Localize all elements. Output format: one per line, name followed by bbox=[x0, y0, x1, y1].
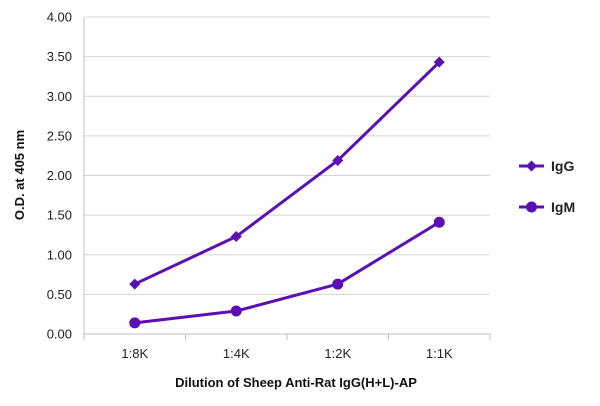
x-tick-label-0: 1:8K bbox=[121, 346, 148, 361]
y-tick-label-1: 0.50 bbox=[47, 287, 72, 302]
series-line-1 bbox=[133, 220, 441, 325]
y-tick-label-3: 1.50 bbox=[47, 208, 72, 223]
series bbox=[129, 56, 445, 329]
legend-item-1: IgM bbox=[519, 199, 575, 215]
data-point-1-1 bbox=[230, 305, 242, 317]
data-point-1-3 bbox=[433, 216, 445, 228]
data-point-0-3 bbox=[433, 56, 445, 68]
data-point-1-0 bbox=[129, 317, 141, 329]
data-point-0-1 bbox=[230, 231, 242, 243]
legend-label-1: IgM bbox=[551, 199, 575, 215]
legend: IgG IgM bbox=[519, 158, 575, 215]
legend-marker-0 bbox=[526, 160, 537, 172]
axes bbox=[83, 17, 491, 340]
data-point-0-0 bbox=[129, 278, 141, 290]
x-axis-title: Dilution of Sheep Anti-Rat IgG(H+L)-AP bbox=[175, 375, 417, 390]
legend-marker-1 bbox=[526, 201, 537, 213]
y-tick-label-2: 1.00 bbox=[47, 247, 72, 262]
x-tick-label-2: 1:2K bbox=[324, 346, 351, 361]
y-tick-label-5: 2.50 bbox=[47, 128, 72, 143]
data-point-0-2 bbox=[332, 154, 344, 166]
y-tick-labels: 0.00 0.50 1.00 1.50 2.00 2.50 3.00 3.50 4.00 bbox=[47, 10, 72, 342]
y-tick-label-7: 3.50 bbox=[47, 49, 72, 64]
series-1 bbox=[129, 216, 445, 329]
x-tick-label-1: 1:4K bbox=[223, 346, 250, 361]
y-tick-label-6: 3.00 bbox=[47, 89, 72, 104]
legend-item-0: IgG bbox=[519, 158, 574, 174]
y-tick-label-0: 0.00 bbox=[47, 327, 72, 342]
x-tick-labels: 1:8K 1:4K 1:2K 1:1K bbox=[121, 346, 453, 361]
y-tick-label-4: 2.00 bbox=[47, 168, 72, 183]
y-axis-title: O.D. at 405 nm bbox=[12, 130, 27, 220]
gridlines bbox=[84, 16, 490, 295]
legend-label-0: IgG bbox=[551, 158, 574, 174]
y-tick-label-8: 4.00 bbox=[47, 10, 72, 25]
x-tick-label-3: 1:1K bbox=[426, 346, 453, 361]
series-line-0 bbox=[133, 60, 441, 286]
series-0 bbox=[129, 56, 445, 290]
data-point-1-2 bbox=[332, 278, 344, 290]
